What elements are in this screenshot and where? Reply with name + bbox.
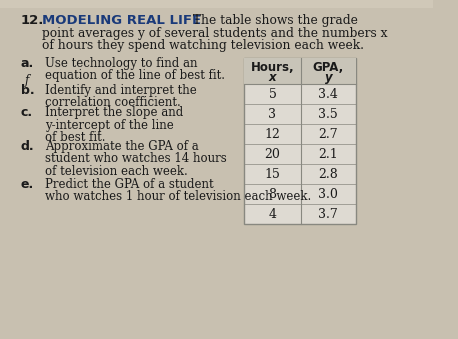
Text: 3.7: 3.7 bbox=[318, 208, 338, 221]
Text: Identify and interpret the: Identify and interpret the bbox=[45, 84, 197, 97]
Text: MODELING REAL LIFE: MODELING REAL LIFE bbox=[42, 14, 201, 27]
Text: 3.4: 3.4 bbox=[318, 88, 338, 101]
Text: 12.: 12. bbox=[21, 14, 44, 27]
Bar bbox=[244, 58, 356, 84]
Text: y-intercept of the line: y-intercept of the line bbox=[45, 119, 174, 132]
Text: a.: a. bbox=[21, 57, 34, 70]
Text: Interpret the slope and: Interpret the slope and bbox=[45, 106, 184, 119]
Text: who watches 1 hour of television each week.: who watches 1 hour of television each we… bbox=[45, 191, 311, 203]
Text: y: y bbox=[325, 71, 332, 84]
Text: 3.5: 3.5 bbox=[318, 108, 338, 121]
Text: 2.8: 2.8 bbox=[318, 168, 338, 181]
Text: d.: d. bbox=[21, 140, 34, 153]
Text: 15: 15 bbox=[265, 168, 280, 181]
Text: 3: 3 bbox=[268, 108, 277, 121]
Text: x: x bbox=[269, 71, 276, 84]
Text: e.: e. bbox=[21, 178, 34, 191]
Bar bbox=[244, 58, 356, 224]
Text: point averages y of several students and the numbers x: point averages y of several students and… bbox=[42, 27, 387, 40]
Text: 2.7: 2.7 bbox=[318, 128, 338, 141]
Text: 12: 12 bbox=[265, 128, 280, 141]
Text: of television each week.: of television each week. bbox=[45, 165, 188, 178]
Text: correlation coefficient.: correlation coefficient. bbox=[45, 97, 181, 109]
Text: student who watches 14 hours: student who watches 14 hours bbox=[45, 153, 227, 165]
Text: Approximate the GPA of a: Approximate the GPA of a bbox=[45, 140, 199, 153]
Bar bbox=[0, 0, 433, 8]
Text: f: f bbox=[25, 74, 29, 87]
Text: Predict the GPA of a student: Predict the GPA of a student bbox=[45, 178, 214, 191]
Text: 4: 4 bbox=[268, 208, 277, 221]
Text: 2.1: 2.1 bbox=[318, 148, 338, 161]
Text: 3.0: 3.0 bbox=[318, 188, 338, 201]
Text: Use technology to find an: Use technology to find an bbox=[45, 57, 198, 70]
Text: Hours,: Hours, bbox=[251, 61, 294, 74]
Text: c.: c. bbox=[21, 106, 33, 119]
Text: of hours they spend watching television each week.: of hours they spend watching television … bbox=[42, 39, 364, 52]
Text: equation of the line of best fit.: equation of the line of best fit. bbox=[45, 69, 225, 82]
Text: b.: b. bbox=[21, 84, 34, 97]
Text: of best fit.: of best fit. bbox=[45, 131, 106, 144]
Text: 8: 8 bbox=[268, 188, 277, 201]
Text: 5: 5 bbox=[268, 88, 277, 101]
Text: 20: 20 bbox=[265, 148, 280, 161]
Text: The table shows the grade: The table shows the grade bbox=[189, 14, 358, 27]
Text: GPA,: GPA, bbox=[313, 61, 344, 74]
